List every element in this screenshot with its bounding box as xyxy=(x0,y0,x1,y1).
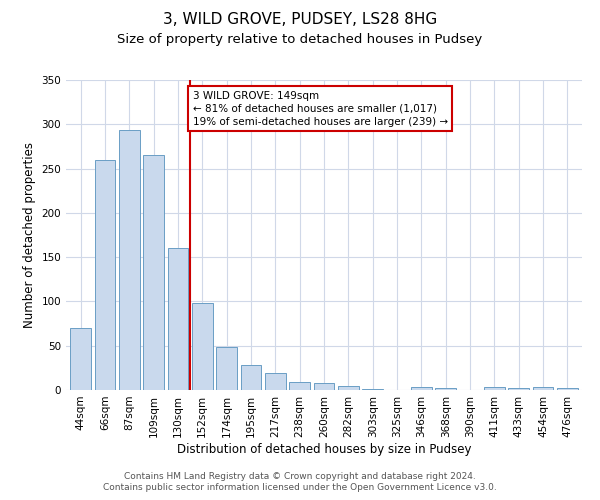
Bar xyxy=(436,388,456,390)
Bar xyxy=(192,303,212,390)
Text: Contains HM Land Registry data © Crown copyright and database right 2024.: Contains HM Land Registry data © Crown c… xyxy=(124,472,476,481)
Bar xyxy=(70,328,91,390)
Bar xyxy=(241,365,262,390)
Bar xyxy=(411,388,432,390)
Bar xyxy=(289,382,310,390)
X-axis label: Distribution of detached houses by size in Pudsey: Distribution of detached houses by size … xyxy=(177,442,471,456)
Text: 3 WILD GROVE: 149sqm
← 81% of detached houses are smaller (1,017)
19% of semi-de: 3 WILD GROVE: 149sqm ← 81% of detached h… xyxy=(193,90,448,127)
Bar xyxy=(95,160,115,390)
Bar xyxy=(143,156,164,390)
Bar xyxy=(338,386,359,390)
Bar xyxy=(216,346,237,390)
Text: Size of property relative to detached houses in Pudsey: Size of property relative to detached ho… xyxy=(118,32,482,46)
Text: 3, WILD GROVE, PUDSEY, LS28 8HG: 3, WILD GROVE, PUDSEY, LS28 8HG xyxy=(163,12,437,28)
Bar xyxy=(314,383,334,390)
Bar xyxy=(484,388,505,390)
Bar xyxy=(119,130,140,390)
Text: Contains public sector information licensed under the Open Government Licence v3: Contains public sector information licen… xyxy=(103,484,497,492)
Bar xyxy=(167,248,188,390)
Bar xyxy=(362,389,383,390)
Bar xyxy=(265,373,286,390)
Y-axis label: Number of detached properties: Number of detached properties xyxy=(23,142,36,328)
Bar xyxy=(557,388,578,390)
Bar xyxy=(533,388,553,390)
Bar xyxy=(508,388,529,390)
